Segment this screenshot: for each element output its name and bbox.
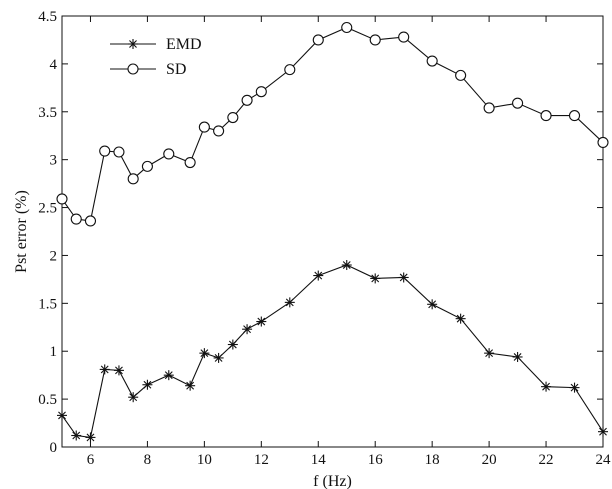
data-point-sd <box>398 31 410 43</box>
data-point-sd <box>70 213 82 225</box>
y-axis-label: Pst error (%) <box>13 190 30 273</box>
data-point-emd <box>313 270 324 281</box>
data-point-emd <box>341 260 352 271</box>
legend: EMD SD <box>110 36 202 78</box>
series-line-sd <box>61 26 604 222</box>
legend-marker-sd <box>127 63 139 75</box>
x-tick-label: 20 <box>482 452 497 468</box>
legend-label-sd: SD <box>166 61 186 78</box>
data-point-emd <box>242 324 253 335</box>
data-point-emd <box>256 316 267 327</box>
y-tick-label: 3.5 <box>38 105 57 121</box>
y-tick-label: 2 <box>50 248 58 264</box>
data-point-sd <box>163 148 175 160</box>
series-layer <box>56 21 609 443</box>
x-tick-label: 12 <box>254 452 269 468</box>
data-point-emd <box>128 392 139 403</box>
data-point-sd <box>113 146 125 158</box>
data-point-emd <box>113 365 124 376</box>
data-point-sd <box>597 136 609 148</box>
data-point-emd <box>284 297 295 308</box>
data-point-emd <box>163 370 174 381</box>
y-tick-label: 1.5 <box>38 296 57 312</box>
data-point-emd <box>57 410 67 421</box>
x-tick-label: 14 <box>311 452 327 468</box>
data-point-sd <box>369 34 381 46</box>
data-point-emd <box>512 351 523 362</box>
data-point-sd <box>568 110 581 122</box>
x-tick-label: 16 <box>368 452 384 468</box>
y-tick-label: 4 <box>50 57 58 73</box>
data-point-sd <box>184 156 196 169</box>
data-point-emd <box>370 273 381 284</box>
data-point-emd <box>71 430 82 441</box>
x-tick-label: 22 <box>539 452 554 468</box>
y-tick-label: 0.5 <box>38 392 57 408</box>
data-point-emd <box>99 364 110 375</box>
data-point-sd <box>341 21 353 34</box>
data-point-emd <box>398 272 409 283</box>
data-point-sd <box>455 69 467 81</box>
x-axis-label: f (Hz) <box>313 473 352 489</box>
data-point-sd <box>198 121 210 133</box>
data-point-emd <box>484 348 495 359</box>
data-point-emd <box>199 348 210 359</box>
y-tick-label: 4.5 <box>38 9 57 25</box>
data-point-emd <box>427 299 438 310</box>
data-point-emd <box>85 432 96 443</box>
data-point-sd <box>540 110 552 122</box>
x-tick-label: 10 <box>197 452 212 468</box>
legend-label-emd: EMD <box>166 36 202 53</box>
y-axis-ticks: 0 0.5 1 1.5 2 2.5 3 3.5 4 4.5 <box>38 9 603 456</box>
data-point-sd <box>241 94 253 106</box>
data-point-sd <box>512 97 524 109</box>
data-point-emd <box>598 426 608 437</box>
y-tick-label: 1 <box>50 344 58 360</box>
data-point-sd <box>426 55 438 67</box>
data-point-sd <box>312 34 324 46</box>
data-point-sd <box>84 215 97 227</box>
data-point-sd <box>127 173 139 185</box>
data-point-emd <box>227 339 238 350</box>
x-axis-ticks: 6 8 10 12 14 16 18 20 22 24 <box>87 16 611 468</box>
data-point-emd <box>213 352 224 363</box>
x-tick-label: 6 <box>87 452 95 468</box>
data-point-sd <box>284 64 296 76</box>
data-point-sd <box>255 86 267 98</box>
data-point-emd <box>541 381 552 392</box>
data-point-sd <box>483 102 495 114</box>
x-tick-label: 24 <box>596 452 612 468</box>
data-point-emd <box>569 382 580 393</box>
y-tick-label: 0 <box>50 440 58 456</box>
plot-area <box>61 15 604 448</box>
data-point-sd <box>99 145 111 157</box>
x-tick-label: 18 <box>425 452 440 468</box>
series-line-emd <box>61 264 604 439</box>
data-point-sd <box>141 160 153 172</box>
data-point-sd <box>213 125 225 137</box>
y-tick-label: 3 <box>50 153 58 169</box>
data-point-sd <box>227 111 239 124</box>
data-point-emd <box>142 379 153 390</box>
y-tick-label: 2.5 <box>38 201 57 217</box>
data-point-sd <box>56 193 68 205</box>
data-point-emd <box>455 313 466 324</box>
data-point-emd <box>185 380 196 391</box>
legend-marker-emd <box>128 39 138 49</box>
x-tick-label: 8 <box>144 452 152 468</box>
